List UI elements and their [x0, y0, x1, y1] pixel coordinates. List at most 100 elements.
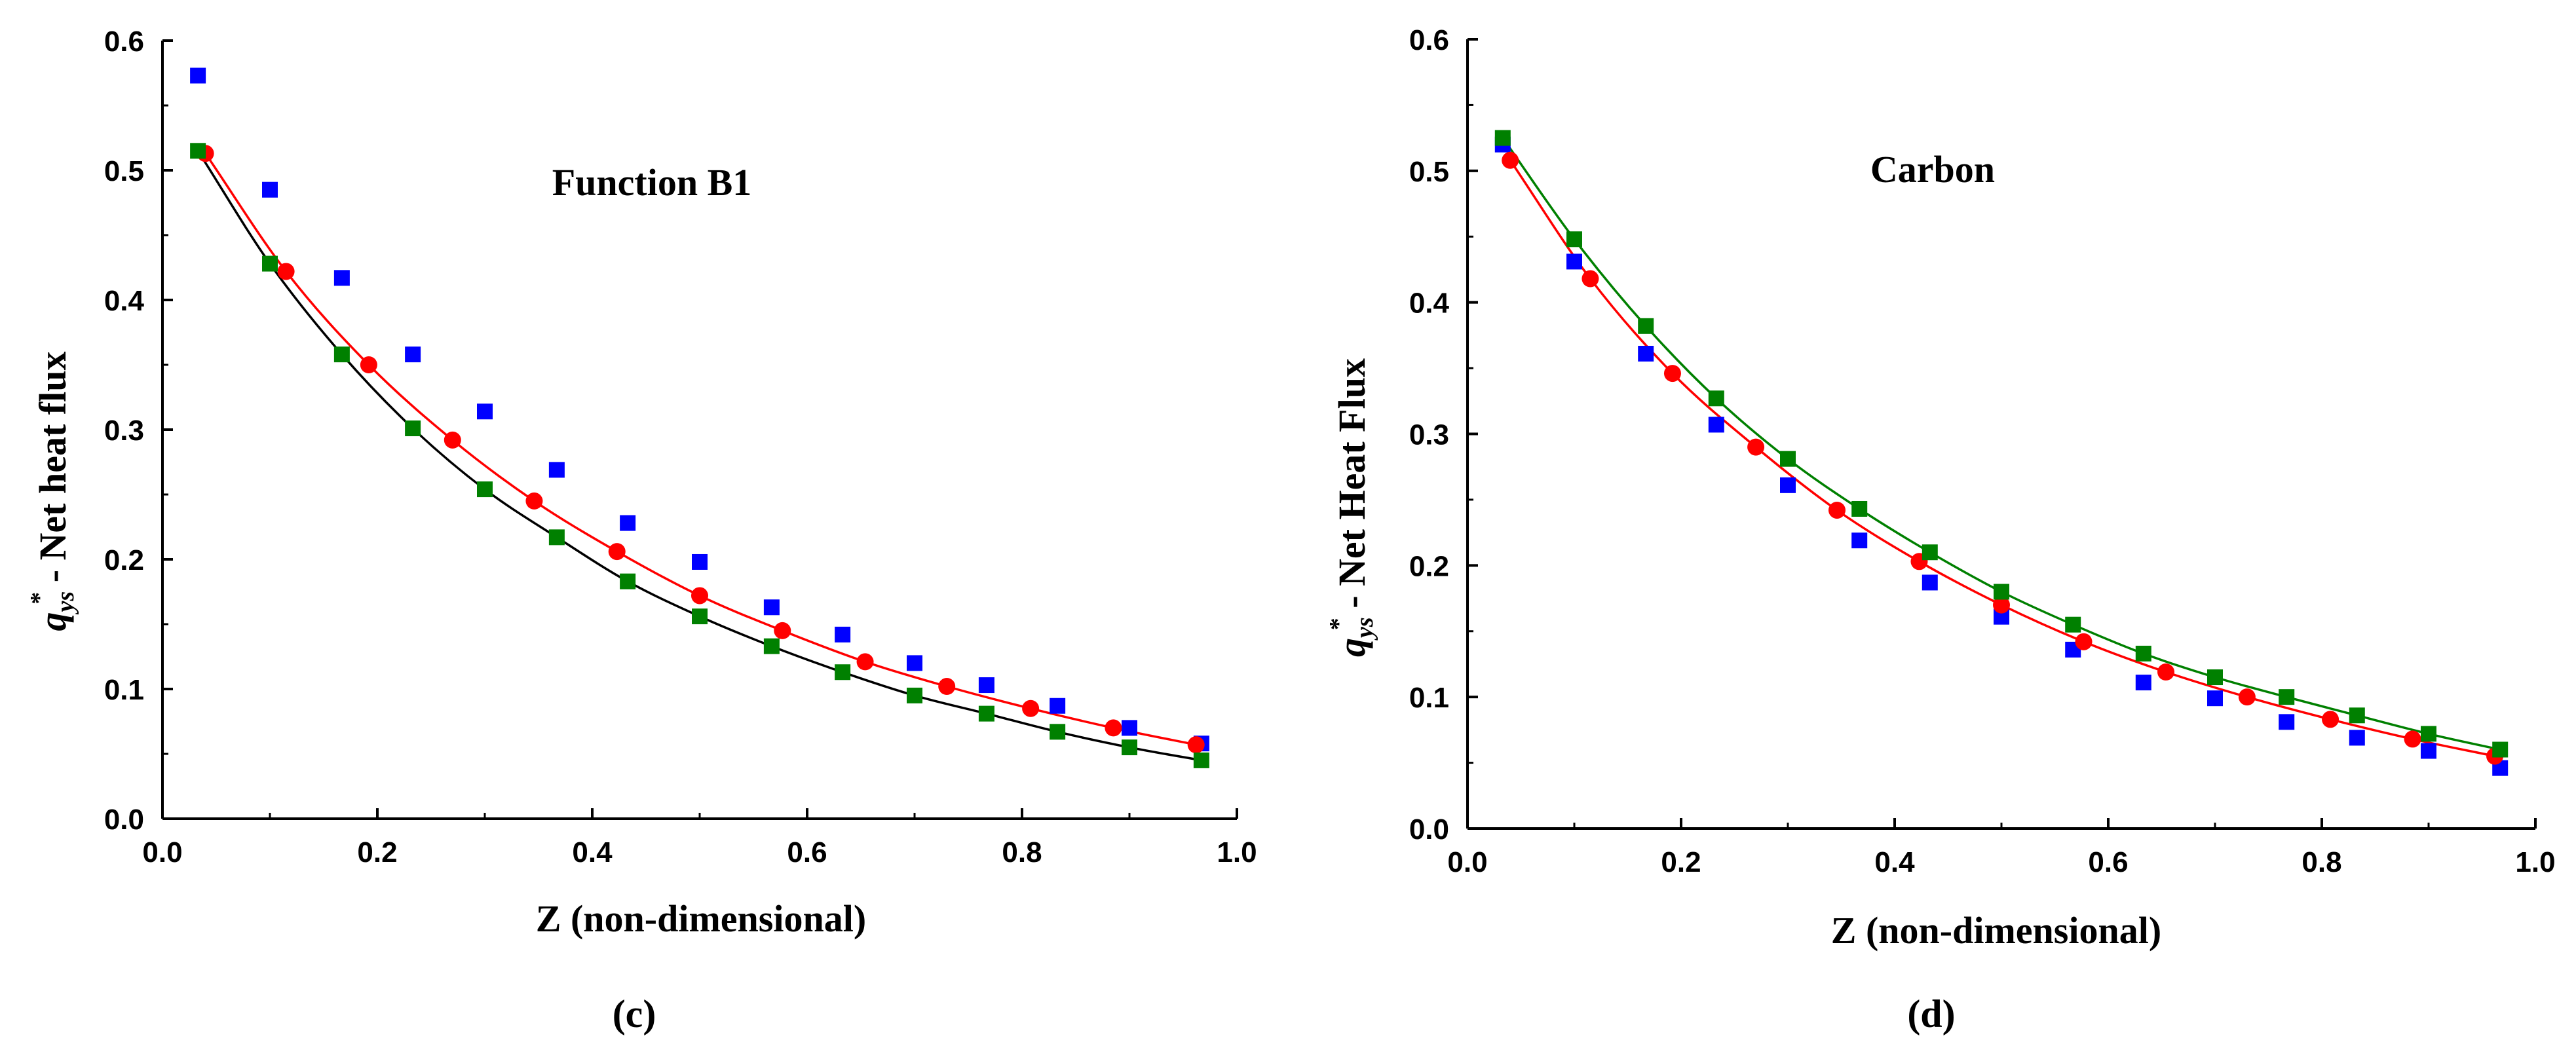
data-point-square — [1922, 544, 1938, 561]
y-tick-label: 0.3 — [104, 415, 144, 447]
data-point-square — [2421, 743, 2436, 759]
x-tick-label: 0.6 — [2088, 846, 2128, 878]
x-tick-label: 0.2 — [357, 836, 397, 868]
data-point-square — [907, 687, 922, 703]
chart-title: Function B1 — [552, 161, 752, 204]
data-point-square — [1708, 417, 1724, 433]
data-point-square — [405, 346, 421, 363]
data-point-circle — [691, 587, 708, 605]
data-point-square — [2207, 690, 2223, 707]
data-point-square — [2492, 741, 2509, 758]
y-tick-label: 0.3 — [1409, 419, 1449, 451]
data-point-square — [835, 626, 851, 643]
x-tick-label: 0.0 — [1447, 846, 1487, 878]
data-point-square — [477, 481, 493, 498]
x-tick-label: 0.8 — [2301, 846, 2341, 878]
data-point-circle — [2075, 633, 2093, 650]
data-point-square — [1780, 451, 1796, 467]
data-point-square — [1122, 720, 1137, 736]
data-point-square — [1193, 752, 1209, 768]
data-point-square — [2349, 707, 2365, 724]
data-point-square — [262, 255, 278, 272]
y-axis-label-superscript: * — [1325, 618, 1352, 630]
data-point-square — [620, 573, 636, 589]
y-tick-label: 0.1 — [1409, 682, 1449, 714]
data-point-square — [1566, 253, 1582, 270]
data-point-square — [1050, 698, 1066, 714]
x-tick-label: 0.6 — [787, 836, 827, 868]
plot-area: 0.0 0.2 0.4 0.6 0.8 1.0 0.0 0.1 0.2 0.3 0.4 0.5 0.6 — [1409, 24, 2556, 878]
y-tick-label: 0.2 — [104, 544, 144, 576]
data-point-circle — [774, 622, 791, 639]
data-point-square — [477, 403, 493, 420]
data-point-circle — [360, 356, 377, 373]
x-tick-label: 1.0 — [1217, 836, 1257, 868]
x-tick-label: 0.8 — [1002, 836, 1042, 868]
data-point-circle — [1663, 365, 1681, 382]
data-point-square — [1851, 500, 1868, 517]
data-point-square — [1566, 231, 1582, 248]
y-tick-label: 0.0 — [1409, 813, 1449, 846]
data-point-square — [1050, 724, 1066, 740]
series-line — [204, 153, 1197, 746]
data-point-square — [1638, 345, 1654, 362]
data-point-square — [2065, 616, 2081, 633]
y-tick-label: 0.6 — [1409, 24, 1449, 56]
data-point-square — [620, 515, 636, 531]
y-tick-label: 0.0 — [104, 804, 144, 836]
y-axis-label-text: - Net heat flux — [31, 352, 74, 592]
data-point-square — [1994, 584, 2009, 600]
x-tick-label: 0.4 — [1874, 846, 1915, 878]
y-tick-label: 0.4 — [104, 285, 145, 317]
data-point-circle — [608, 543, 626, 561]
data-point-square — [978, 705, 994, 722]
chart-panel-c: 0.0 0.2 0.4 0.6 0.8 1.00.00.10.20.30.40.50.6 … — [26, 26, 1257, 1035]
data-point-square — [2135, 675, 2151, 691]
data-point-square — [190, 143, 206, 159]
data-point-circle — [1582, 270, 1599, 288]
plot-area: 0.0 0.2 0.4 0.6 0.8 1.0 0.0 0.1 0.2 0.3 0.4 0.5 0.6 — [104, 26, 1257, 868]
data-point-square — [548, 529, 565, 546]
data-point-square — [907, 655, 922, 671]
series-line — [1509, 159, 2495, 758]
data-point-square — [2135, 645, 2151, 662]
y-axis-label: qys* - Net Heat Flux — [1325, 358, 1378, 657]
data-point-square — [835, 664, 851, 681]
data-point-square — [1494, 130, 1511, 146]
y-tick-label: 0.1 — [104, 674, 144, 706]
y-axis-label-subscript: ys — [1351, 617, 1378, 641]
data-point-circle — [2238, 688, 2256, 706]
y-tick-label: 0.2 — [1409, 550, 1449, 582]
data-point-circle — [2404, 730, 2421, 748]
chart-panel-d: 0.0 0.2 0.4 0.6 0.8 1.00.00.10.20.30.40.50.6 … — [1325, 24, 2556, 1035]
y-axis-label-superscript: * — [26, 592, 53, 605]
data-point-square — [692, 553, 708, 570]
data-point-square — [2279, 714, 2295, 730]
data-point-square — [333, 346, 350, 363]
data-point-square — [1708, 390, 1724, 407]
data-point-square — [1851, 532, 1868, 549]
panel-caption: (d) — [1907, 992, 1955, 1035]
data-point-square — [1638, 318, 1654, 334]
data-point-circle — [1022, 699, 1040, 717]
y-axis-label-q: q — [1331, 638, 1373, 657]
data-point-circle — [2322, 711, 2339, 728]
x-tick-label: 0.0 — [142, 836, 182, 868]
panel-caption: (c) — [613, 992, 656, 1035]
data-point-square — [1780, 477, 1796, 493]
y-axis-label-text: - Net Heat Flux — [1331, 358, 1373, 618]
data-point-square — [2207, 669, 2223, 686]
data-point-square — [548, 462, 565, 478]
data-point-square — [333, 270, 350, 286]
data-point-square — [2279, 689, 2295, 705]
x-axis-label: Z (non-dimensional) — [1831, 909, 2161, 952]
data-point-circle — [1105, 719, 1122, 737]
y-axis-label: qys* - Net heat flux — [26, 352, 79, 631]
y-tick-label: 0.4 — [1409, 288, 1450, 320]
data-point-circle — [1747, 438, 1765, 456]
data-point-square — [692, 608, 708, 625]
data-point-circle — [1187, 736, 1205, 754]
y-axis-label-subscript: ys — [52, 591, 79, 615]
data-point-square — [1122, 739, 1137, 756]
